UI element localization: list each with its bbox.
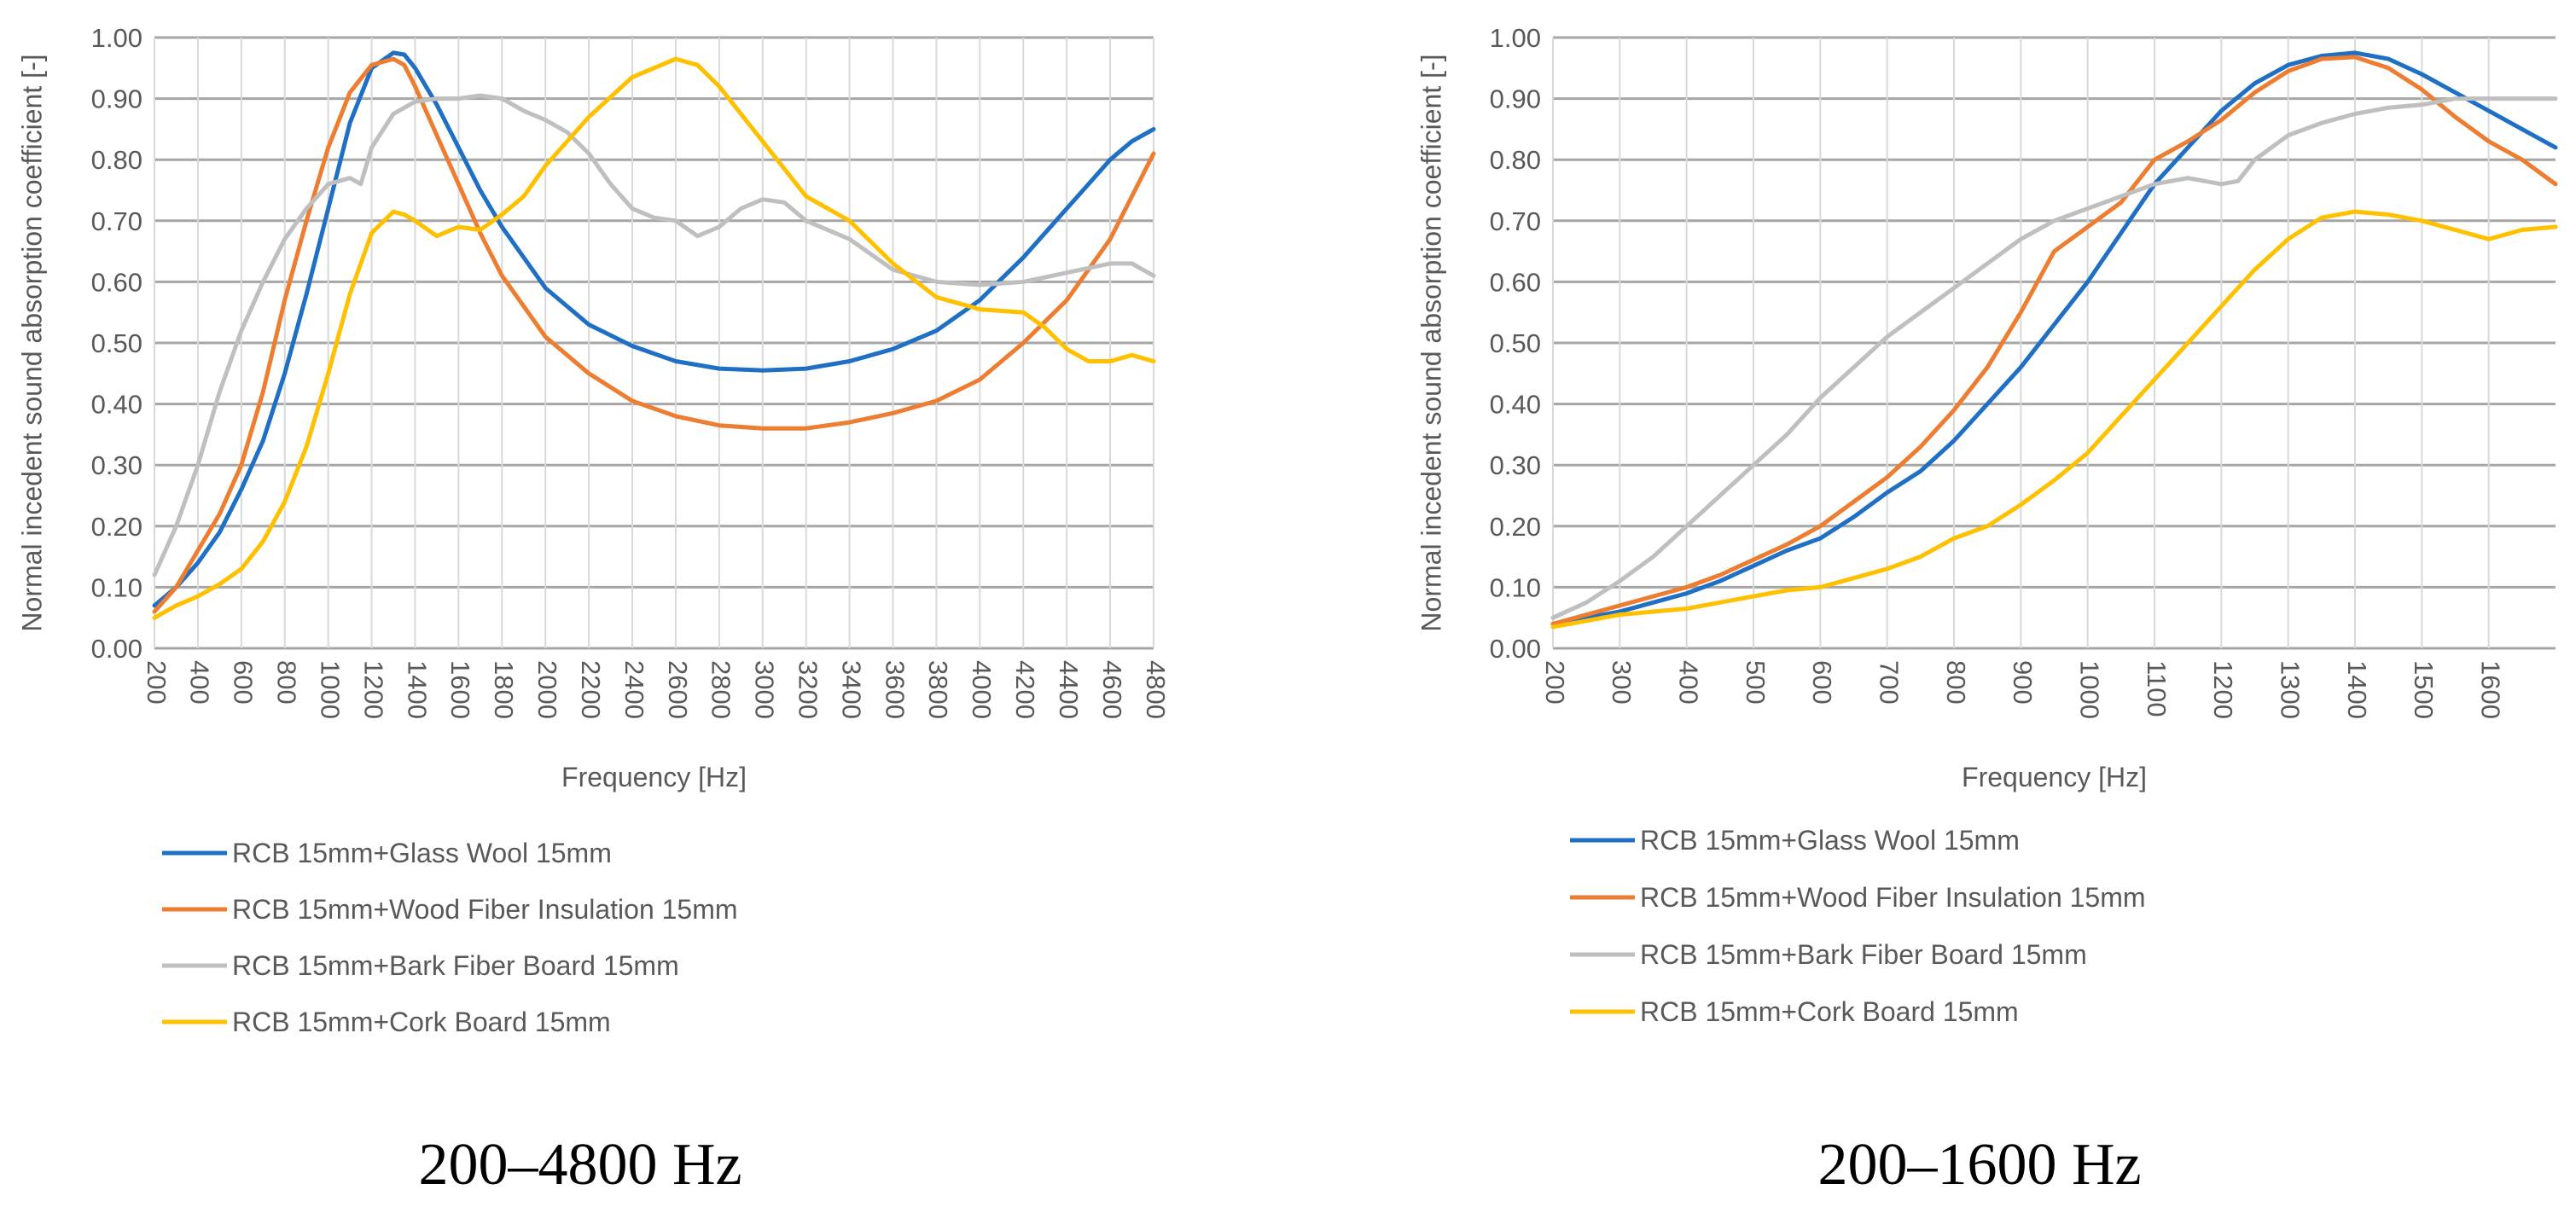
x-tick-label: 4200 bbox=[1010, 660, 1040, 719]
x-tick-label: 1600 bbox=[445, 660, 475, 719]
x-tick-label: 2400 bbox=[619, 660, 649, 719]
x-tick-label: 3600 bbox=[880, 660, 910, 719]
y-tick-label: 0.00 bbox=[91, 634, 142, 664]
y-tick-label: 0.80 bbox=[91, 145, 142, 175]
chart-caption: 200–4800 Hz bbox=[418, 1132, 741, 1198]
x-tick-label: 400 bbox=[1673, 660, 1703, 705]
y-tick-label: 0.00 bbox=[1490, 634, 1541, 664]
y-tick-label: 0.70 bbox=[91, 206, 142, 236]
x-tick-label: 1400 bbox=[402, 660, 432, 719]
legend-label: RCB 15mm+Bark Fiber Board 15mm bbox=[232, 950, 679, 981]
legend-label: RCB 15mm+Bark Fiber Board 15mm bbox=[1640, 939, 2087, 970]
x-tick-label: 2600 bbox=[663, 660, 693, 719]
x-tick-label: 4600 bbox=[1097, 660, 1127, 719]
x-tick-label: 1000 bbox=[2074, 660, 2104, 719]
x-tick-label: 1500 bbox=[2409, 660, 2439, 719]
y-tick-label: 1.00 bbox=[1490, 23, 1541, 53]
series-line-1 bbox=[1550, 50, 2558, 626]
series-line-4 bbox=[1550, 209, 2558, 630]
x-tick-label: 2000 bbox=[532, 660, 562, 719]
x-tick-label: 2200 bbox=[576, 660, 606, 719]
y-tick-label: 0.20 bbox=[91, 512, 142, 542]
x-tick-label: 1200 bbox=[2208, 660, 2238, 719]
x-tick-label: 4400 bbox=[1054, 660, 1084, 719]
x-tick-label: 1300 bbox=[2275, 660, 2305, 719]
x-tick-label: 1200 bbox=[358, 660, 388, 719]
x-tick-label: 800 bbox=[1941, 660, 1971, 705]
legend-label: RCB 15mm+Cork Board 15mm bbox=[232, 1007, 611, 1037]
series-line-3 bbox=[1550, 96, 2558, 620]
legend-label: RCB 15mm+Glass Wool 15mm bbox=[232, 838, 612, 868]
legend-label: RCB 15mm+Glass Wool 15mm bbox=[1640, 825, 2020, 856]
x-tick-label: 3800 bbox=[923, 660, 953, 719]
y-tick-label: 0.20 bbox=[1490, 512, 1541, 542]
chart-right: 0.00 0.10 0.20 0.30 0.40 0.50 0.60 0.70 0.80 0.90… bbox=[1416, 23, 2558, 1198]
y-tick-label: 0.50 bbox=[91, 328, 142, 358]
x-tick-label: 900 bbox=[2008, 660, 2038, 705]
y-tick-label: 0.40 bbox=[91, 390, 142, 420]
legend-label: RCB 15mm+Wood Fiber Insulation 15mm bbox=[1640, 882, 2146, 913]
x-tick-label: 4800 bbox=[1141, 660, 1171, 719]
x-tick-label: 400 bbox=[185, 660, 215, 705]
y-axis-title: Normal incedent sound absorption coeffic… bbox=[16, 54, 47, 631]
x-tick-label: 200 bbox=[142, 660, 172, 705]
y-tick-label: 0.90 bbox=[1490, 84, 1541, 114]
x-tick-label: 800 bbox=[272, 660, 302, 705]
x-tick-label: 1400 bbox=[2342, 660, 2372, 719]
y-tick-label: 1.00 bbox=[91, 23, 142, 53]
y-tick-label: 0.40 bbox=[1490, 390, 1541, 420]
x-tick-label: 1000 bbox=[315, 660, 345, 719]
x-tick-label: 1600 bbox=[2475, 660, 2505, 719]
series-line-4 bbox=[152, 56, 1156, 620]
series-line-2 bbox=[1550, 55, 2558, 626]
y-tick-label: 0.30 bbox=[1490, 450, 1541, 480]
y-tick-label: 0.70 bbox=[1490, 206, 1541, 236]
y-tick-label: 0.10 bbox=[1490, 572, 1541, 602]
x-tick-label: 600 bbox=[1807, 660, 1837, 705]
x-tick-label: 600 bbox=[229, 660, 259, 705]
x-tick-label: 4000 bbox=[967, 660, 997, 719]
y-tick-label: 0.90 bbox=[91, 84, 142, 114]
series-line-2 bbox=[152, 56, 1156, 614]
x-tick-label: 700 bbox=[1874, 660, 1904, 705]
x-axis-title: Frequency [Hz] bbox=[561, 762, 747, 792]
series-line-3 bbox=[152, 93, 1156, 577]
x-tick-label: 300 bbox=[1607, 660, 1637, 705]
x-tick-label: 200 bbox=[1540, 660, 1570, 705]
y-tick-label: 0.80 bbox=[1490, 145, 1541, 175]
y-tick-label: 0.60 bbox=[91, 267, 142, 297]
x-tick-label: 3000 bbox=[750, 660, 780, 719]
x-tick-label: 1800 bbox=[489, 660, 519, 719]
y-tick-label: 0.50 bbox=[1490, 328, 1541, 358]
y-tick-label: 0.60 bbox=[1490, 267, 1541, 297]
series-line-1 bbox=[152, 50, 1156, 608]
chart-left: 0.00 0.10 0.20 0.30 0.40 0.50 0.60 0.70 0.80 0.90… bbox=[16, 23, 1170, 1198]
x-tick-label: 3400 bbox=[836, 660, 866, 719]
x-tick-label: 1100 bbox=[2142, 660, 2172, 717]
legend-label: RCB 15mm+Cork Board 15mm bbox=[1640, 996, 2019, 1027]
x-tick-label: 500 bbox=[1741, 660, 1771, 705]
legend-label: RCB 15mm+Wood Fiber Insulation 15mm bbox=[232, 894, 738, 925]
y-tick-label: 0.30 bbox=[91, 450, 142, 480]
x-axis-title: Frequency [Hz] bbox=[1962, 762, 2147, 792]
x-tick-label: 3200 bbox=[794, 660, 823, 719]
x-tick-label: 2800 bbox=[707, 660, 736, 719]
chart-caption: 200–1600 Hz bbox=[1817, 1132, 2141, 1198]
y-axis-title: Normal incedent sound absorption coeffic… bbox=[1416, 54, 1446, 631]
y-tick-label: 0.10 bbox=[91, 572, 142, 602]
